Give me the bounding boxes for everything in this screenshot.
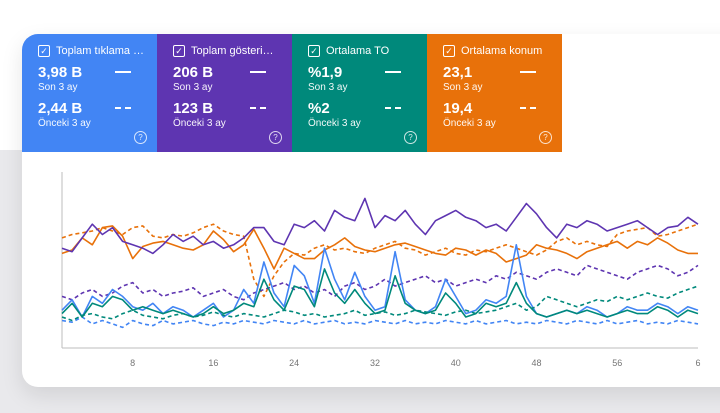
current-value: 23,1 [443, 64, 473, 81]
dashed-line-legend-icon [115, 107, 131, 109]
metric-tile[interactable]: ✓ Toplam tıklama s... 3,98 B Son 3 ay 2,… [22, 34, 157, 152]
previous-label: Önceki 3 ay [38, 118, 91, 129]
metric-tiles: ✓ Toplam tıklama s... 3,98 B Son 3 ay 2,… [22, 34, 562, 152]
previous-label: Önceki 3 ay [308, 118, 361, 129]
previous-value: 19,4 [443, 100, 473, 117]
checkbox-checked-icon[interactable]: ✓ [38, 45, 50, 57]
metric-title: Ortalama konum [461, 45, 543, 57]
metric-tile-header: ✓ Ortalama TO [308, 44, 415, 58]
metric-tile[interactable]: ✓ Ortalama konum 23,1 Son 3 ay 19,4 Önce… [427, 34, 562, 152]
series-line-ortalama-to-previous [61, 285, 699, 322]
previous-value: 2,44 B [38, 100, 83, 117]
x-tick-label: 24 [289, 358, 299, 368]
checkbox-checked-icon[interactable]: ✓ [443, 45, 455, 57]
x-tick-label: 56 [612, 358, 622, 368]
metric-tile-header: ✓ Ortalama konum [443, 44, 550, 58]
previous-period: 19,4 Önceki 3 ay [443, 100, 550, 130]
metric-tile[interactable]: ✓ Ortalama TO %1,9 Son 3 ay %2 Önceki 3 … [292, 34, 427, 152]
current-period: 206 B Son 3 ay [173, 64, 280, 94]
series-line-toplam-gösterim-current [61, 197, 699, 255]
checkbox-checked-icon[interactable]: ✓ [173, 45, 185, 57]
current-label: Son 3 ay [38, 82, 78, 93]
checkbox-checked-icon[interactable]: ✓ [308, 45, 320, 57]
previous-label: Önceki 3 ay [173, 118, 226, 129]
series-line-toplam-tıklama-current [61, 244, 699, 318]
series-line-ortalama-to-current [61, 268, 699, 318]
series-line-ortalama-konum-current [61, 225, 698, 270]
series-line-toplam-gösterim-previous [61, 264, 699, 301]
solid-line-legend-icon [520, 71, 536, 73]
current-value: 206 B [173, 64, 214, 81]
metric-tile-header: ✓ Toplam tıklama s... [38, 44, 145, 58]
current-label: Son 3 ay [308, 82, 348, 93]
current-period: 3,98 B Son 3 ay [38, 64, 145, 94]
solid-line-legend-icon [250, 71, 266, 73]
metric-title: Toplam tıklama s... [56, 45, 145, 57]
x-tick-label: 8 [130, 358, 135, 368]
series-line-toplam-tıklama-previous [61, 316, 699, 329]
help-circle-icon[interactable]: ? [404, 131, 417, 144]
series-line-ortalama-konum-previous [61, 223, 699, 298]
previous-label: Önceki 3 ay [443, 118, 496, 129]
solid-line-legend-icon [115, 71, 131, 73]
previous-value: %2 [308, 100, 330, 117]
current-period: %1,9 Son 3 ay [308, 64, 415, 94]
previous-period: %2 Önceki 3 ay [308, 100, 415, 130]
help-circle-icon[interactable]: ? [539, 131, 552, 144]
metric-title: Toplam gösterim ... [191, 45, 280, 57]
previous-period: 123 B Önceki 3 ay [173, 100, 280, 130]
help-circle-icon[interactable]: ? [269, 131, 282, 144]
current-label: Son 3 ay [173, 82, 213, 93]
performance-card: ✓ Toplam tıklama s... 3,98 B Son 3 ay 2,… [22, 34, 720, 387]
solid-line-legend-icon [385, 71, 401, 73]
previous-value: 123 B [173, 100, 214, 117]
x-tick-label: 32 [370, 358, 380, 368]
help-circle-icon[interactable]: ? [134, 131, 147, 144]
x-tick-label: 48 [531, 358, 541, 368]
x-tick-label: 40 [451, 358, 461, 368]
current-value: 3,98 B [38, 64, 83, 81]
dashed-line-legend-icon [250, 107, 266, 109]
x-tick-label: 16 [208, 358, 218, 368]
metric-title: Ortalama TO [326, 45, 390, 57]
current-period: 23,1 Son 3 ay [443, 64, 550, 94]
current-label: Son 3 ay [443, 82, 483, 93]
metric-tile-header: ✓ Toplam gösterim ... [173, 44, 280, 58]
metric-tile[interactable]: ✓ Toplam gösterim ... 206 B Son 3 ay 123… [157, 34, 292, 152]
previous-period: 2,44 B Önceki 3 ay [38, 100, 145, 130]
x-tick-label: 6 [695, 358, 700, 368]
performance-chart: 8 16 24 32 40 48 56 6 [61, 172, 701, 368]
dashed-line-legend-icon [520, 107, 536, 109]
current-value: %1,9 [308, 64, 343, 81]
dashed-line-legend-icon [385, 107, 401, 109]
